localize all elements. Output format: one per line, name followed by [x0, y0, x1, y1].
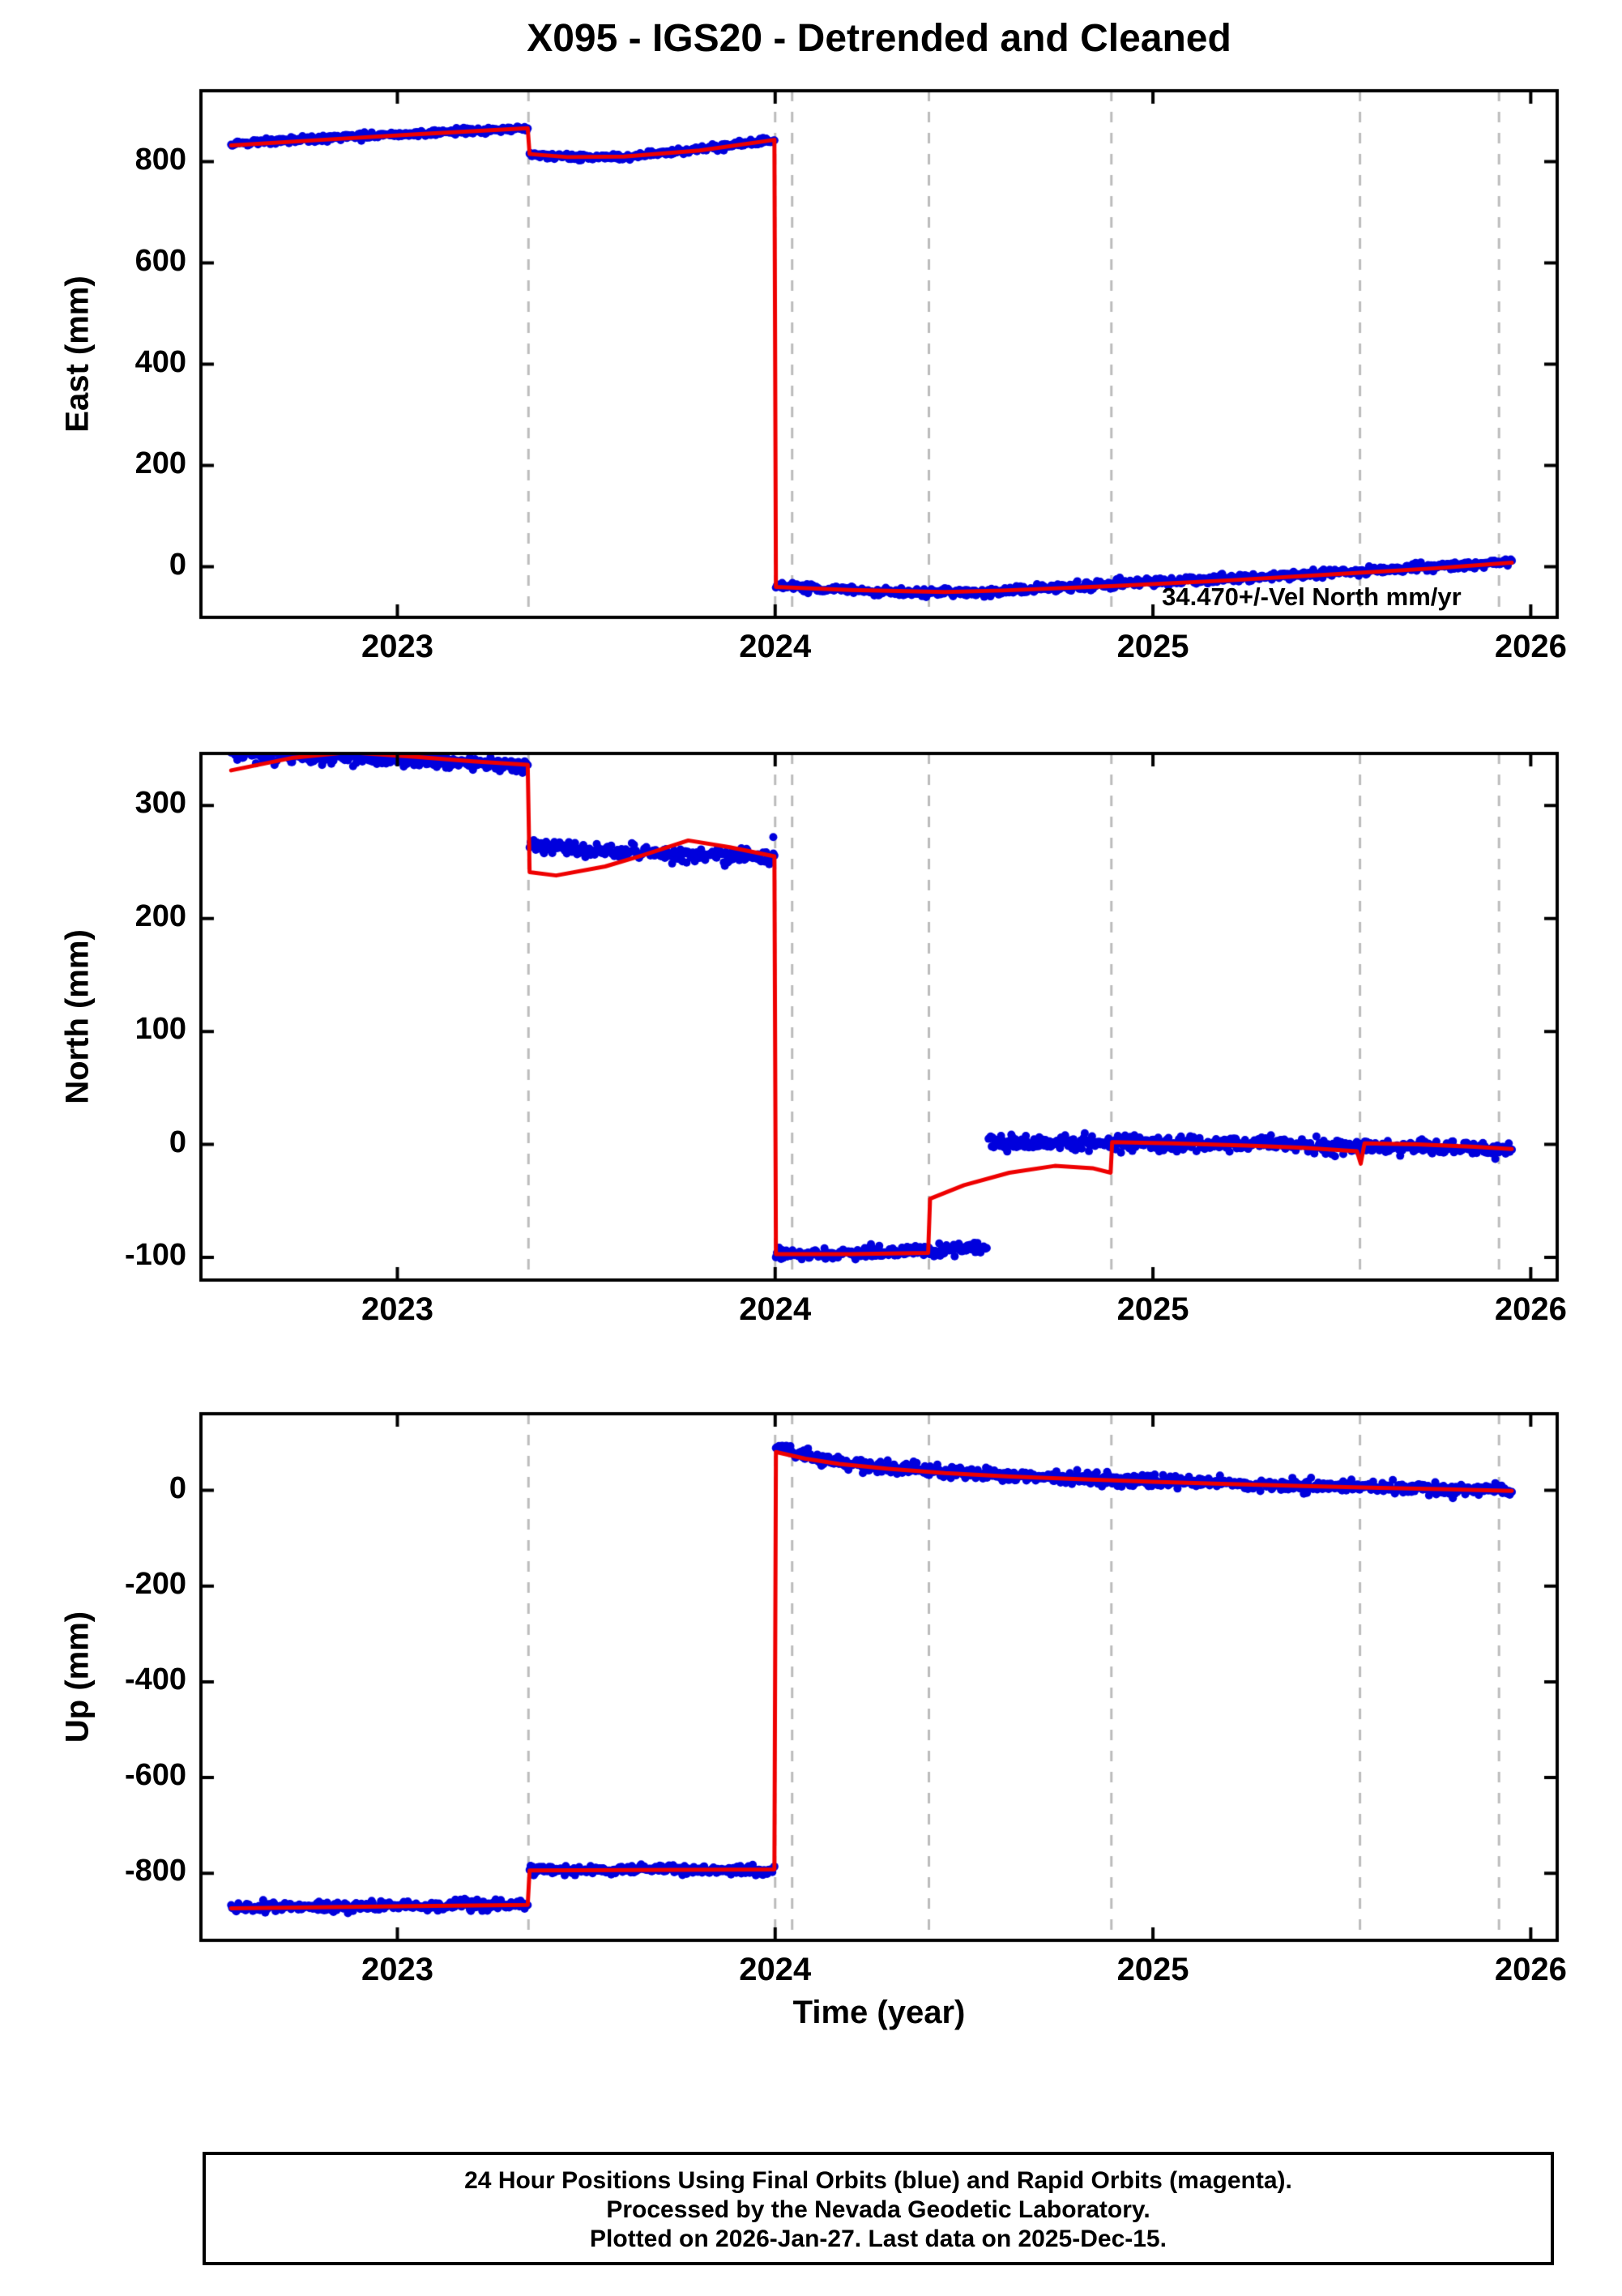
- x-tick-label: 2024: [739, 1291, 812, 1327]
- x-axis-title: Time (year): [792, 1995, 966, 2030]
- y-tick-label: 0: [169, 1470, 186, 1505]
- x-tick-label: 2024: [739, 1952, 812, 1987]
- y-tick-label: 600: [134, 243, 186, 278]
- y-tick-label: -600: [124, 1758, 186, 1793]
- y-tick-label: -200: [124, 1566, 186, 1601]
- x-tick-label: 2026: [1494, 1291, 1567, 1327]
- x-tick-label: 2026: [1494, 629, 1567, 664]
- x-tick-label: 2023: [361, 1291, 433, 1327]
- velocity-annotation: 34.470+/-Vel North mm/yr: [1162, 583, 1462, 611]
- caption-line-2: Processed by the Nevada Geodetic Laborat…: [606, 2196, 1150, 2223]
- x-tick-label: 2025: [1116, 629, 1189, 664]
- y-tick-label: -400: [124, 1662, 186, 1696]
- y-tick-label: 200: [134, 898, 186, 933]
- x-tick-label: 2024: [739, 629, 812, 664]
- y-tick-label: 800: [134, 142, 186, 177]
- y-tick-label: 300: [134, 786, 186, 821]
- y-tick-label: 0: [169, 547, 186, 582]
- plot-title: X095 - IGS20 - Detrended and Cleaned: [527, 17, 1231, 60]
- caption-box: 24 Hour Positions Using Final Orbits (bl…: [203, 2152, 1554, 2265]
- y-tick-label: 0: [169, 1125, 186, 1159]
- x-tick-label: 2025: [1116, 1952, 1189, 1987]
- x-tick-label: 2023: [361, 1952, 433, 1987]
- y-tick-label: -100: [124, 1238, 186, 1273]
- x-tick-label: 2023: [361, 629, 433, 664]
- y-tick-label: 100: [134, 1012, 186, 1047]
- y-tick-label: 200: [134, 446, 186, 480]
- y-tick-label: 400: [134, 344, 186, 379]
- y-tick-label: -800: [124, 1854, 186, 1888]
- caption-line-3: Plotted on 2026-Jan-27. Last data on 202…: [590, 2226, 1167, 2252]
- x-tick-label: 2025: [1116, 1291, 1189, 1327]
- caption-line-1: 24 Hour Positions Using Final Orbits (bl…: [464, 2167, 1292, 2194]
- x-tick-label: 2026: [1494, 1952, 1567, 1987]
